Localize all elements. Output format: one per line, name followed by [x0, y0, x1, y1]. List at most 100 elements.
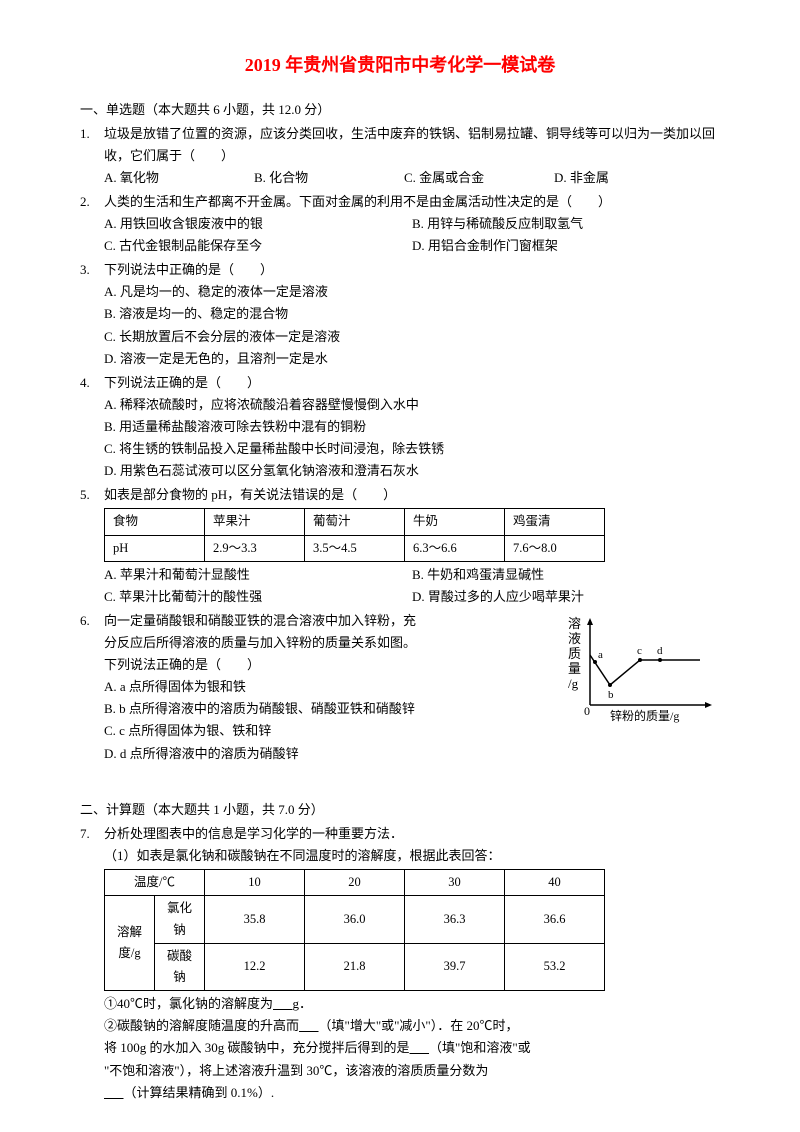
q3-optC: C. 长期放置后不会分层的液体一定是溶液: [80, 326, 720, 348]
q6-optC: C. c 点所得固体为银、铁和锌: [80, 720, 560, 742]
q6-line3: 下列说法正确的是（ ）: [80, 654, 560, 676]
chart-xlabel: 锌粉的质量/g: [610, 708, 679, 723]
t2-r2-3: 39.7: [405, 943, 505, 991]
q4-text: 下列说法正确的是（ ）: [80, 372, 720, 394]
t2-h2: 20: [305, 870, 405, 896]
t2-r1-1: 35.8: [205, 896, 305, 944]
q5-text: 如表是部分食物的 pH，有关说法错误的是（ ）: [80, 484, 720, 506]
question-6: 6. 向一定量硝酸银和硝酸亚铁的混合溶液中加入锌粉，充 分反应后所得溶液的质量与…: [80, 610, 720, 765]
q7-line2: ②碳酸钠的溶解度随温度的升高而 （填"增大"或"减小"）．在 20℃时，: [80, 1015, 720, 1037]
q2-optB: B. 用锌与稀硫酸反应制取氢气: [412, 213, 720, 235]
q3-optB: B. 溶液是均一的、稳定的混合物: [80, 303, 720, 325]
pt-a: a: [598, 649, 603, 661]
q6-optA: A. a 点所得固体为银和铁: [80, 676, 560, 698]
q6-line2: 分反应后所得溶液的质量与加入锌粉的质量关系如图。: [80, 632, 560, 654]
q3-text: 下列说法中正确的是（ ）: [80, 259, 720, 281]
q6-num: 6.: [80, 610, 90, 632]
pt-d: d: [657, 645, 663, 657]
t1-r3: 6.3～6.6: [405, 535, 505, 561]
t1-h2: 葡萄汁: [305, 509, 405, 535]
t1-r4: 7.6～8.0: [505, 535, 605, 561]
chart-yl1: 溶: [568, 616, 581, 631]
q5-table: 食物 苹果汁 葡萄汁 牛奶 鸡蛋清 pH 2.9～3.3 3.5～4.5 6.3…: [104, 508, 605, 562]
pt-b: b: [608, 689, 614, 701]
question-2: 2. 人类的生活和生产都离不开金属。下面对金属的利用不是由金属活动性决定的是（ …: [80, 191, 720, 257]
q2-options-row2: C. 古代金银制品能保存至今 D. 用铝合金制作门窗框架: [80, 235, 720, 257]
t2-r2-1: 12.2: [205, 943, 305, 991]
t1-h4: 鸡蛋清: [505, 509, 605, 535]
chart-yl3: 质: [568, 646, 581, 661]
t2-r1-2: 36.0: [305, 896, 405, 944]
t2-h4: 40: [505, 870, 605, 896]
q5-options-row2: C. 苹果汁比葡萄汁的酸性强 D. 胃酸过多的人应少喝苹果汁: [80, 586, 720, 608]
q6-chart: 溶 液 质 量 /g 0 a b c d 锌粉的质量/g: [560, 610, 720, 730]
q7-line5: （计算结果精确到 0.1%）.: [80, 1082, 720, 1104]
t2-r1-4: 36.6: [505, 896, 605, 944]
q3-optA: A. 凡是均一的、稳定的液体一定是溶液: [80, 281, 720, 303]
q4-num: 4.: [80, 372, 90, 394]
q7-sub1: （1）如表是氯化钠和碳酸钠在不同温度时的溶解度，根据此表回答：: [80, 845, 720, 867]
q7-line1: ①40℃时，氯化钠的溶解度为 g．: [80, 993, 720, 1015]
t1-h1: 苹果汁: [205, 509, 305, 535]
q4-optA: A. 稀释浓硫酸时，应将浓硫酸沿着容器壁慢慢倒入水中: [80, 394, 720, 416]
question-1: 1. 垃圾是放错了位置的资源，应该分类回收，生活中废弃的铁锅、铝制易拉罐、铜导线…: [80, 123, 720, 189]
chart-yl4: 量: [568, 661, 581, 676]
q5-optC: C. 苹果汁比葡萄汁的酸性强: [104, 586, 412, 608]
question-4: 4. 下列说法正确的是（ ） A. 稀释浓硫酸时，应将浓硫酸沿着容器壁慢慢倒入水…: [80, 372, 720, 482]
q1-options: A. 氧化物 B. 化合物 C. 金属或合金 D. 非金属: [80, 167, 720, 189]
t2-h3: 30: [405, 870, 505, 896]
q1-text: 垃圾是放错了位置的资源，应该分类回收，生活中废弃的铁锅、铝制易拉罐、铜导线等可以…: [80, 123, 720, 167]
q1-optA: A. 氧化物: [104, 167, 214, 189]
q2-num: 2.: [80, 191, 90, 213]
q4-optD: D. 用紫色石蕊试液可以区分氢氧化钠溶液和澄清石灰水: [80, 460, 720, 482]
chart-origin: 0: [584, 704, 590, 718]
question-7: 7. 分析处理图表中的信息是学习化学的一种重要方法． （1）如表是氯化钠和碳酸钠…: [80, 823, 720, 1104]
q2-optD: D. 用铝合金制作门窗框架: [412, 235, 720, 257]
t2-r1-3: 36.3: [405, 896, 505, 944]
q5-options-row1: A. 苹果汁和葡萄汁显酸性 B. 牛奶和鸡蛋清显碱性: [80, 564, 720, 586]
t2-h1: 10: [205, 870, 305, 896]
q1-optC: C. 金属或合金: [404, 167, 514, 189]
q2-optC: C. 古代金银制品能保存至今: [104, 235, 412, 257]
q2-options-row1: A. 用铁回收含银废液中的银 B. 用锌与稀硫酸反应制取氢气: [80, 213, 720, 235]
t1-h3: 牛奶: [405, 509, 505, 535]
t2-h0: 温度/℃: [105, 870, 205, 896]
t2-rowlabel: 溶解度/g: [105, 896, 155, 991]
t1-r2: 3.5～4.5: [305, 535, 405, 561]
section2-header: 二、计算题（本大题共 1 小题，共 7.0 分）: [80, 799, 720, 821]
question-3: 3. 下列说法中正确的是（ ） A. 凡是均一的、稳定的液体一定是溶液 B. 溶…: [80, 259, 720, 369]
t2-r1-0: 氯化钠: [155, 896, 205, 944]
section1-header: 一、单选题（本大题共 6 小题，共 12.0 分）: [80, 99, 720, 121]
q5-optD: D. 胃酸过多的人应少喝苹果汁: [412, 586, 720, 608]
q7-table: 温度/℃ 10 20 30 40 溶解度/g 氯化钠 35.8 36.0 36.…: [104, 869, 605, 991]
q4-optB: B. 用适量稀盐酸溶液可除去铁粉中混有的铜粉: [80, 416, 720, 438]
t2-r2-0: 碳酸钠: [155, 943, 205, 991]
q7-text: 分析处理图表中的信息是学习化学的一种重要方法．: [80, 823, 720, 845]
q4-optC: C. 将生锈的铁制品投入足量稀盐酸中长时间浸泡，除去铁锈: [80, 438, 720, 460]
q7-line3: 将 100g 的水加入 30g 碳酸钠中，充分搅拌后得到的是 （填"饱和溶液"或: [80, 1037, 720, 1059]
q1-optD: D. 非金属: [554, 167, 664, 189]
chart-yunit: /g: [568, 676, 579, 691]
chart-yl2: 液: [568, 631, 581, 646]
q6-optB: B. b 点所得溶液中的溶质为硝酸银、硝酸亚铁和硝酸锌: [80, 698, 560, 720]
q7-num: 7.: [80, 823, 90, 845]
q1-optB: B. 化合物: [254, 167, 364, 189]
q1-num: 1.: [80, 123, 90, 145]
q7-line4: "不饱和溶液"），将上述溶液升温到 30℃，该溶液的溶质质量分数为: [80, 1060, 720, 1082]
q6-line1: 向一定量硝酸银和硝酸亚铁的混合溶液中加入锌粉，充: [80, 610, 560, 632]
q2-text: 人类的生活和生产都离不开金属。下面对金属的利用不是由金属活动性决定的是（ ）: [80, 191, 720, 213]
t1-r1: 2.9～3.3: [205, 535, 305, 561]
pt-c: c: [637, 645, 642, 657]
t2-r2-4: 53.2: [505, 943, 605, 991]
q3-num: 3.: [80, 259, 90, 281]
page-title: 2019 年贵州省贵阳市中考化学一模试卷: [80, 50, 720, 81]
q2-optA: A. 用铁回收含银废液中的银: [104, 213, 412, 235]
q5-num: 5.: [80, 484, 90, 506]
t1-h0: 食物: [105, 509, 205, 535]
q3-optD: D. 溶液一定是无色的，且溶剂一定是水: [80, 348, 720, 370]
t1-r0: pH: [105, 535, 205, 561]
question-5: 5. 如表是部分食物的 pH，有关说法错误的是（ ） 食物 苹果汁 葡萄汁 牛奶…: [80, 484, 720, 608]
q6-optD: D. d 点所得溶液中的溶质为硝酸锌: [80, 743, 560, 765]
q5-optB: B. 牛奶和鸡蛋清显碱性: [412, 564, 720, 586]
t2-r2-2: 21.8: [305, 943, 405, 991]
